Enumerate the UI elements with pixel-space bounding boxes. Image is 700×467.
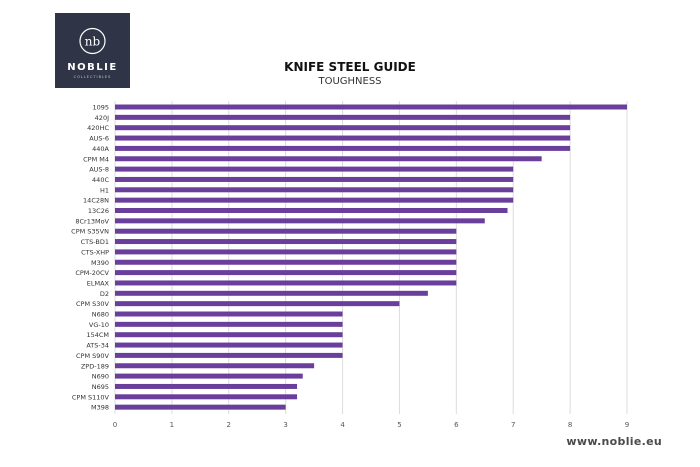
category-label: AUS-8 xyxy=(89,166,109,174)
brand-logo: nb NOBLIE COLLECTIBLES xyxy=(55,13,130,88)
bar xyxy=(115,301,400,307)
category-label: M398 xyxy=(91,404,109,412)
bar xyxy=(115,280,457,286)
bar xyxy=(115,311,343,317)
x-tick-label: 6 xyxy=(454,421,459,429)
category-label: CPM M4 xyxy=(83,155,109,163)
category-label: 440A xyxy=(92,145,109,153)
bar xyxy=(115,249,457,255)
x-tick-label: 1 xyxy=(170,421,174,429)
x-tick-label: 5 xyxy=(397,421,401,429)
website-url[interactable]: www.noblie.eu xyxy=(566,435,662,448)
bar xyxy=(115,239,457,245)
category-label: N690 xyxy=(92,373,109,381)
bar xyxy=(115,321,343,327)
category-label: D2 xyxy=(100,290,109,298)
x-tick-label: 4 xyxy=(340,421,345,429)
chart-title: KNIFE STEEL GUIDE xyxy=(284,60,416,74)
bar xyxy=(115,145,571,151)
bar xyxy=(115,332,343,338)
x-tick-label: 0 xyxy=(113,421,117,429)
category-label: ELMAX xyxy=(87,279,110,287)
bar xyxy=(115,342,343,348)
brand-tagline: COLLECTIBLES xyxy=(73,75,112,79)
category-label: 14C28N xyxy=(83,197,109,205)
category-label: AUS-6 xyxy=(89,135,109,143)
category-label: M390 xyxy=(91,259,109,267)
category-label: 13C26 xyxy=(88,207,109,215)
category-label: CPM S30V xyxy=(76,300,110,308)
bar xyxy=(115,187,514,193)
bar xyxy=(115,259,457,265)
category-label: 420J xyxy=(95,114,109,122)
category-label: CPM S110V xyxy=(72,393,110,401)
x-tick-label: 8 xyxy=(568,421,572,429)
bar xyxy=(115,290,428,296)
bar xyxy=(115,135,571,141)
monogram-emblem-icon: nb xyxy=(79,27,106,55)
category-label: N680 xyxy=(92,311,109,319)
category-label: 1095 xyxy=(92,104,109,112)
bar xyxy=(115,383,298,389)
x-tick-label: 3 xyxy=(283,421,287,429)
category-label: CPM S90V xyxy=(76,352,110,360)
bar xyxy=(115,166,514,172)
category-label: 8Cr13MoV xyxy=(75,217,109,225)
category-label: CPM-20CV xyxy=(75,269,109,277)
category-label: ATS-34 xyxy=(86,342,109,350)
category-label: N695 xyxy=(92,383,109,391)
bar xyxy=(115,197,514,203)
bar xyxy=(115,104,627,110)
category-label: 420HC xyxy=(87,124,109,132)
bar xyxy=(115,156,542,162)
x-tick-label: 2 xyxy=(227,421,231,429)
category-label: 440C xyxy=(92,176,109,184)
bar xyxy=(115,114,571,120)
category-label: 154CM xyxy=(86,331,109,339)
x-tick-label: 7 xyxy=(511,421,515,429)
bar xyxy=(115,228,457,234)
category-label: ZPD-189 xyxy=(81,362,109,370)
bar xyxy=(115,270,457,276)
bar xyxy=(115,208,508,213)
category-label: VG-10 xyxy=(89,321,109,329)
bar xyxy=(115,352,343,358)
brand-name: NOBLIE xyxy=(67,62,118,73)
bar xyxy=(115,404,286,410)
category-label: CTS-XHP xyxy=(81,248,109,256)
bar xyxy=(115,363,315,369)
bar xyxy=(115,125,571,131)
x-tick-label: 9 xyxy=(625,421,629,429)
category-label: H1 xyxy=(100,186,109,194)
chart-subtitle: TOUGHNESS xyxy=(318,76,382,87)
category-label: CPM S35VN xyxy=(71,228,109,236)
bar xyxy=(115,176,514,182)
bar xyxy=(115,218,485,224)
bar xyxy=(115,394,298,400)
bar xyxy=(115,373,303,379)
category-label: CTS-BD1 xyxy=(81,238,109,246)
logo-monogram: nb xyxy=(85,35,101,49)
